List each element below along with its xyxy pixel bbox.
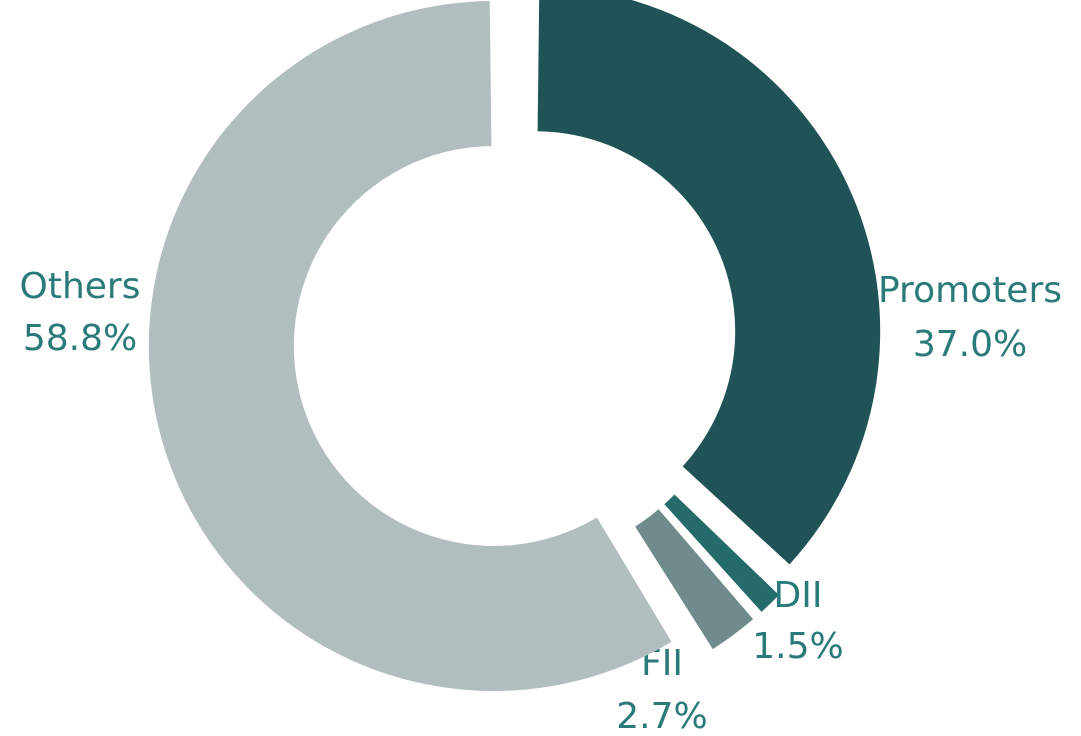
donut-segment [537, 0, 881, 565]
segment-label: Others [20, 266, 141, 307]
donut-segment [635, 509, 754, 650]
segment-value: 2.7% [616, 696, 707, 736]
donut-segment [148, 1, 672, 692]
segment-label: DII [774, 575, 823, 616]
segment-value: 1.5% [752, 626, 843, 667]
segment-value: 37.0% [913, 324, 1027, 365]
segment-label: Promoters [878, 270, 1062, 311]
segment-value: 58.8% [23, 318, 137, 359]
donut-segment [664, 494, 779, 612]
